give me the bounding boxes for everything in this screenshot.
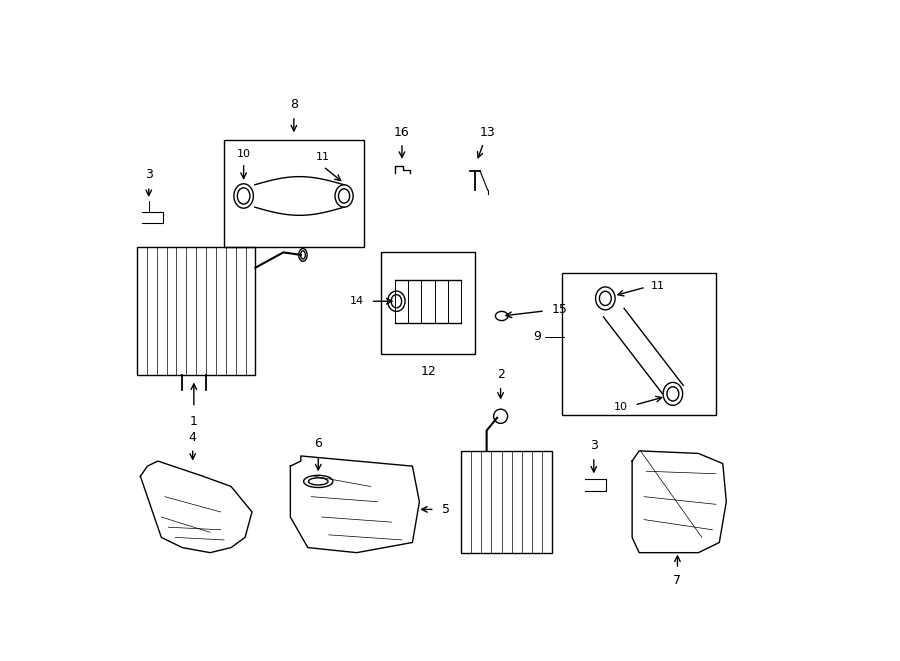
Bar	[562, 273, 716, 415]
Text: 12: 12	[420, 366, 436, 378]
Text: 11: 11	[316, 153, 330, 163]
Text: 5: 5	[442, 503, 450, 516]
Text: 6: 6	[314, 437, 322, 450]
Text: 2: 2	[497, 368, 505, 381]
Text: 15: 15	[552, 303, 568, 317]
Text: 10: 10	[237, 149, 250, 159]
Text: 13: 13	[480, 126, 496, 139]
Text: 3: 3	[590, 439, 598, 452]
Text: 9: 9	[534, 330, 542, 343]
Bar	[381, 253, 475, 354]
Text: 8: 8	[290, 98, 298, 111]
Text: 3: 3	[145, 168, 153, 181]
Bar	[461, 451, 552, 553]
Text: 7: 7	[673, 574, 681, 587]
Text: 10: 10	[614, 402, 627, 412]
Text: 4: 4	[189, 431, 196, 444]
Text: 11: 11	[651, 281, 665, 291]
Bar	[224, 140, 364, 247]
Text: 16: 16	[394, 126, 410, 139]
Bar	[137, 247, 256, 375]
Text: 14: 14	[349, 296, 364, 306]
Text: 1: 1	[190, 415, 198, 428]
